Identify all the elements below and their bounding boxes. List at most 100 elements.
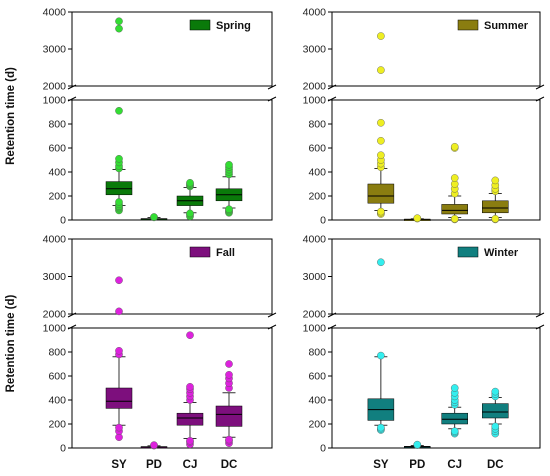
y-tick-label: 600 (308, 143, 326, 155)
legend-swatch (457, 246, 479, 258)
y-tick-label: 2000 (303, 309, 327, 321)
panel-summer: 0 200 400 600 800 1000 2000 3000 4000 Summer (303, 7, 545, 227)
y-tick-label: 3000 (303, 271, 327, 283)
box-iqr (441, 204, 468, 215)
box-cj (441, 384, 468, 438)
y-tick-label: 2000 (43, 81, 67, 93)
legend: Fall (189, 246, 235, 259)
axis-break-mark (535, 312, 545, 318)
x-tick-label: DC (487, 459, 504, 471)
box-iqr (176, 412, 204, 426)
lower-axis-frame (331, 327, 541, 449)
box-pd (140, 441, 168, 450)
legend-label: Fall (216, 247, 235, 259)
legend: Spring (189, 19, 251, 32)
outlier-point (377, 32, 385, 40)
outlier-point (450, 214, 459, 223)
outlier-point (115, 276, 123, 285)
axis-break-gap (71, 86, 273, 100)
panel-spring: 0 200 400 600 800 1000 2000 3000 4000 Spring (43, 7, 277, 227)
outlier-point (413, 440, 422, 449)
box-pd (404, 440, 431, 449)
outlier-point (491, 387, 500, 396)
outlier-point (225, 360, 233, 368)
outlier-point (186, 331, 194, 340)
outlier-point (377, 66, 385, 74)
outlier-point (491, 422, 500, 431)
outlier-point (115, 198, 123, 206)
y-tick-label: 200 (308, 419, 326, 431)
box-iqr (482, 200, 509, 214)
outlier-point (377, 258, 385, 267)
box-dc (215, 160, 243, 217)
box-dc (482, 176, 509, 224)
outlier-point (491, 214, 500, 223)
legend-label: Summer (484, 20, 529, 32)
box-sy (105, 17, 133, 215)
y-tick-label: 1000 (303, 95, 327, 107)
y-tick-label: 0 (320, 215, 326, 227)
lower-axis-frame (331, 99, 541, 221)
outlier-point (115, 423, 123, 432)
upper-axis-frame (71, 238, 273, 315)
axis-break-gap (331, 314, 541, 328)
legend: Winter (457, 246, 519, 259)
outlier-point (186, 209, 194, 218)
outlier-point (377, 136, 385, 145)
outlier-point (225, 205, 233, 213)
y-tick-label: 400 (308, 167, 326, 179)
y-tick-label: 800 (48, 119, 66, 131)
y-tick-label: 3000 (303, 44, 327, 56)
y-tick-label: 600 (308, 371, 326, 383)
outlier-point (186, 382, 194, 391)
y-tick-label: 3000 (43, 44, 67, 56)
y-tick-label: 400 (308, 395, 326, 407)
axis-break-mark (267, 96, 277, 102)
y-tick-label: 800 (48, 347, 66, 359)
outlier-point (450, 174, 459, 182)
outlier-point (115, 346, 123, 355)
outlier-point (413, 214, 422, 222)
outlier-point (115, 107, 123, 115)
box-sy (105, 276, 133, 442)
box-iqr (105, 181, 133, 196)
x-tick-label: PD (409, 459, 425, 471)
outlier-point (377, 119, 385, 127)
y-tick-label: 200 (48, 419, 66, 431)
box-sy (367, 32, 395, 218)
legend-swatch (189, 19, 211, 31)
outlier-point (450, 384, 459, 392)
y-tick-label: 600 (48, 371, 66, 383)
y-tick-label: 400 (48, 395, 66, 407)
legend-swatch (189, 246, 211, 258)
y-tick-label: 0 (60, 443, 66, 455)
legend-label: Winter (484, 247, 519, 259)
legend: Summer (457, 19, 529, 32)
outlier-point (115, 307, 123, 316)
box-iqr (105, 387, 133, 409)
outlier-point (450, 427, 459, 436)
box-iqr (367, 183, 395, 204)
axis-break-mark (327, 312, 337, 318)
axis-break-mark (67, 312, 77, 318)
outlier-point (377, 351, 385, 360)
outlier-point (225, 370, 233, 379)
y-tick-label: 0 (60, 215, 66, 227)
outlier-point (115, 17, 123, 26)
box-dc (215, 360, 243, 448)
outlier-point (186, 178, 194, 187)
x-tick-label: SY (373, 459, 389, 471)
panel-winter: 0 200 400 600 800 1000 2000 3000 4000 Winter (303, 234, 545, 455)
y-tick-label: 3000 (43, 271, 67, 283)
box-pd (404, 214, 431, 223)
outlier-point (450, 142, 459, 151)
axis-break-mark (535, 324, 545, 330)
outlier-point (225, 160, 233, 169)
x-tick-label: CJ (183, 459, 198, 471)
y-axis-label: Retention time (d) (5, 294, 17, 392)
y-tick-label: 0 (320, 443, 326, 455)
outlier-point (115, 24, 123, 33)
box-cj (441, 142, 468, 224)
y-tick-label: 4000 (43, 234, 67, 246)
